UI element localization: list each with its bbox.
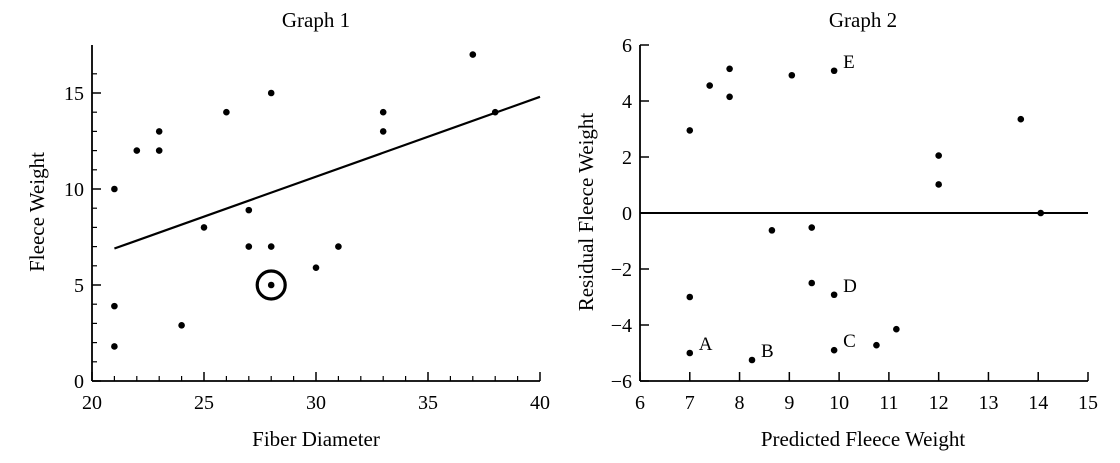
x-tick-label: 11	[879, 392, 898, 414]
data-point	[808, 279, 816, 287]
x-tick-label: 12	[929, 392, 949, 414]
data-point	[200, 224, 208, 231]
x-tick-label: 15	[1078, 392, 1098, 414]
data-point	[893, 325, 900, 333]
x-tick-label: 8	[735, 392, 745, 414]
point-label-a: A	[699, 334, 713, 355]
data-point	[830, 67, 838, 75]
data-point	[686, 127, 694, 134]
point-label-c: C	[843, 331, 856, 352]
x-tick-label: 20	[82, 392, 102, 414]
data-point	[178, 322, 185, 329]
graph-2-x-axis-label: Predicted Fleece Weight	[761, 427, 966, 451]
data-point	[830, 291, 838, 299]
y-tick-label: −4	[611, 315, 632, 337]
data-point	[267, 243, 275, 250]
data-point	[706, 82, 713, 89]
x-tick-label: 35	[418, 392, 438, 414]
data-point	[245, 243, 253, 250]
x-tick-label: 25	[194, 392, 214, 414]
point-label-d: D	[843, 276, 857, 297]
graph-1-title: Graph 1	[282, 8, 350, 32]
graph-2-y-axis-label: Residual Fleece Weight	[574, 113, 598, 312]
data-point	[748, 356, 756, 364]
data-point	[155, 147, 163, 154]
point-label-e: E	[843, 52, 855, 73]
y-tick-label: 5	[74, 275, 84, 297]
data-point	[335, 243, 342, 250]
data-point	[379, 108, 387, 116]
graph-1-x-axis-label: Fiber Diameter	[252, 427, 380, 451]
data-point	[111, 302, 118, 310]
data-point	[808, 224, 816, 231]
data-point	[312, 264, 320, 272]
y-tick-label: 4	[622, 91, 632, 113]
y-tick-label: 0	[74, 371, 84, 393]
y-tick-label: 15	[64, 83, 84, 105]
data-point	[267, 281, 275, 289]
data-point	[379, 128, 387, 135]
data-point	[768, 227, 776, 234]
y-tick-label: 10	[64, 179, 84, 201]
data-point	[686, 293, 694, 301]
x-tick-label: 13	[978, 392, 998, 414]
data-point	[935, 152, 942, 159]
x-tick-label: 6	[635, 392, 645, 414]
y-tick-label: −6	[611, 371, 632, 393]
x-tick-label: 40	[530, 392, 550, 414]
data-point	[111, 343, 118, 350]
data-point	[935, 181, 942, 188]
data-point	[155, 128, 163, 135]
x-tick-label: 10	[829, 392, 849, 414]
regression-line	[114, 95, 541, 250]
highlight-circle	[255, 269, 287, 301]
data-point	[223, 108, 230, 116]
data-point	[469, 51, 477, 58]
data-point	[267, 89, 275, 97]
data-point	[726, 93, 733, 101]
data-point	[686, 349, 694, 357]
data-point	[726, 65, 733, 73]
data-point	[873, 341, 880, 349]
x-tick-label: 7	[685, 392, 695, 414]
data-point	[111, 185, 118, 193]
data-point	[830, 346, 838, 354]
data-point	[491, 108, 499, 116]
y-tick-label: 0	[622, 203, 632, 225]
data-point	[133, 147, 141, 154]
point-label-b: B	[761, 341, 774, 362]
graph-2: Graph 2 Predicted Fleece Weight Residual…	[574, 8, 1098, 451]
data-point	[788, 71, 796, 79]
x-tick-label: 9	[784, 392, 794, 414]
graph-1: Graph 1 Fiber Diameter Fleece Weight 20 2…	[25, 8, 550, 451]
data-point	[245, 206, 253, 214]
x-tick-label: 14	[1028, 392, 1048, 414]
y-tick-label: 6	[622, 35, 632, 57]
y-tick-label: −2	[611, 259, 632, 281]
graph-2-title: Graph 2	[829, 8, 897, 32]
x-tick-label: 30	[306, 392, 326, 414]
y-tick-label: 2	[622, 147, 632, 169]
graph-1-y-axis-label: Fleece Weight	[25, 152, 49, 272]
data-point	[1037, 209, 1045, 217]
data-point	[1017, 115, 1025, 123]
